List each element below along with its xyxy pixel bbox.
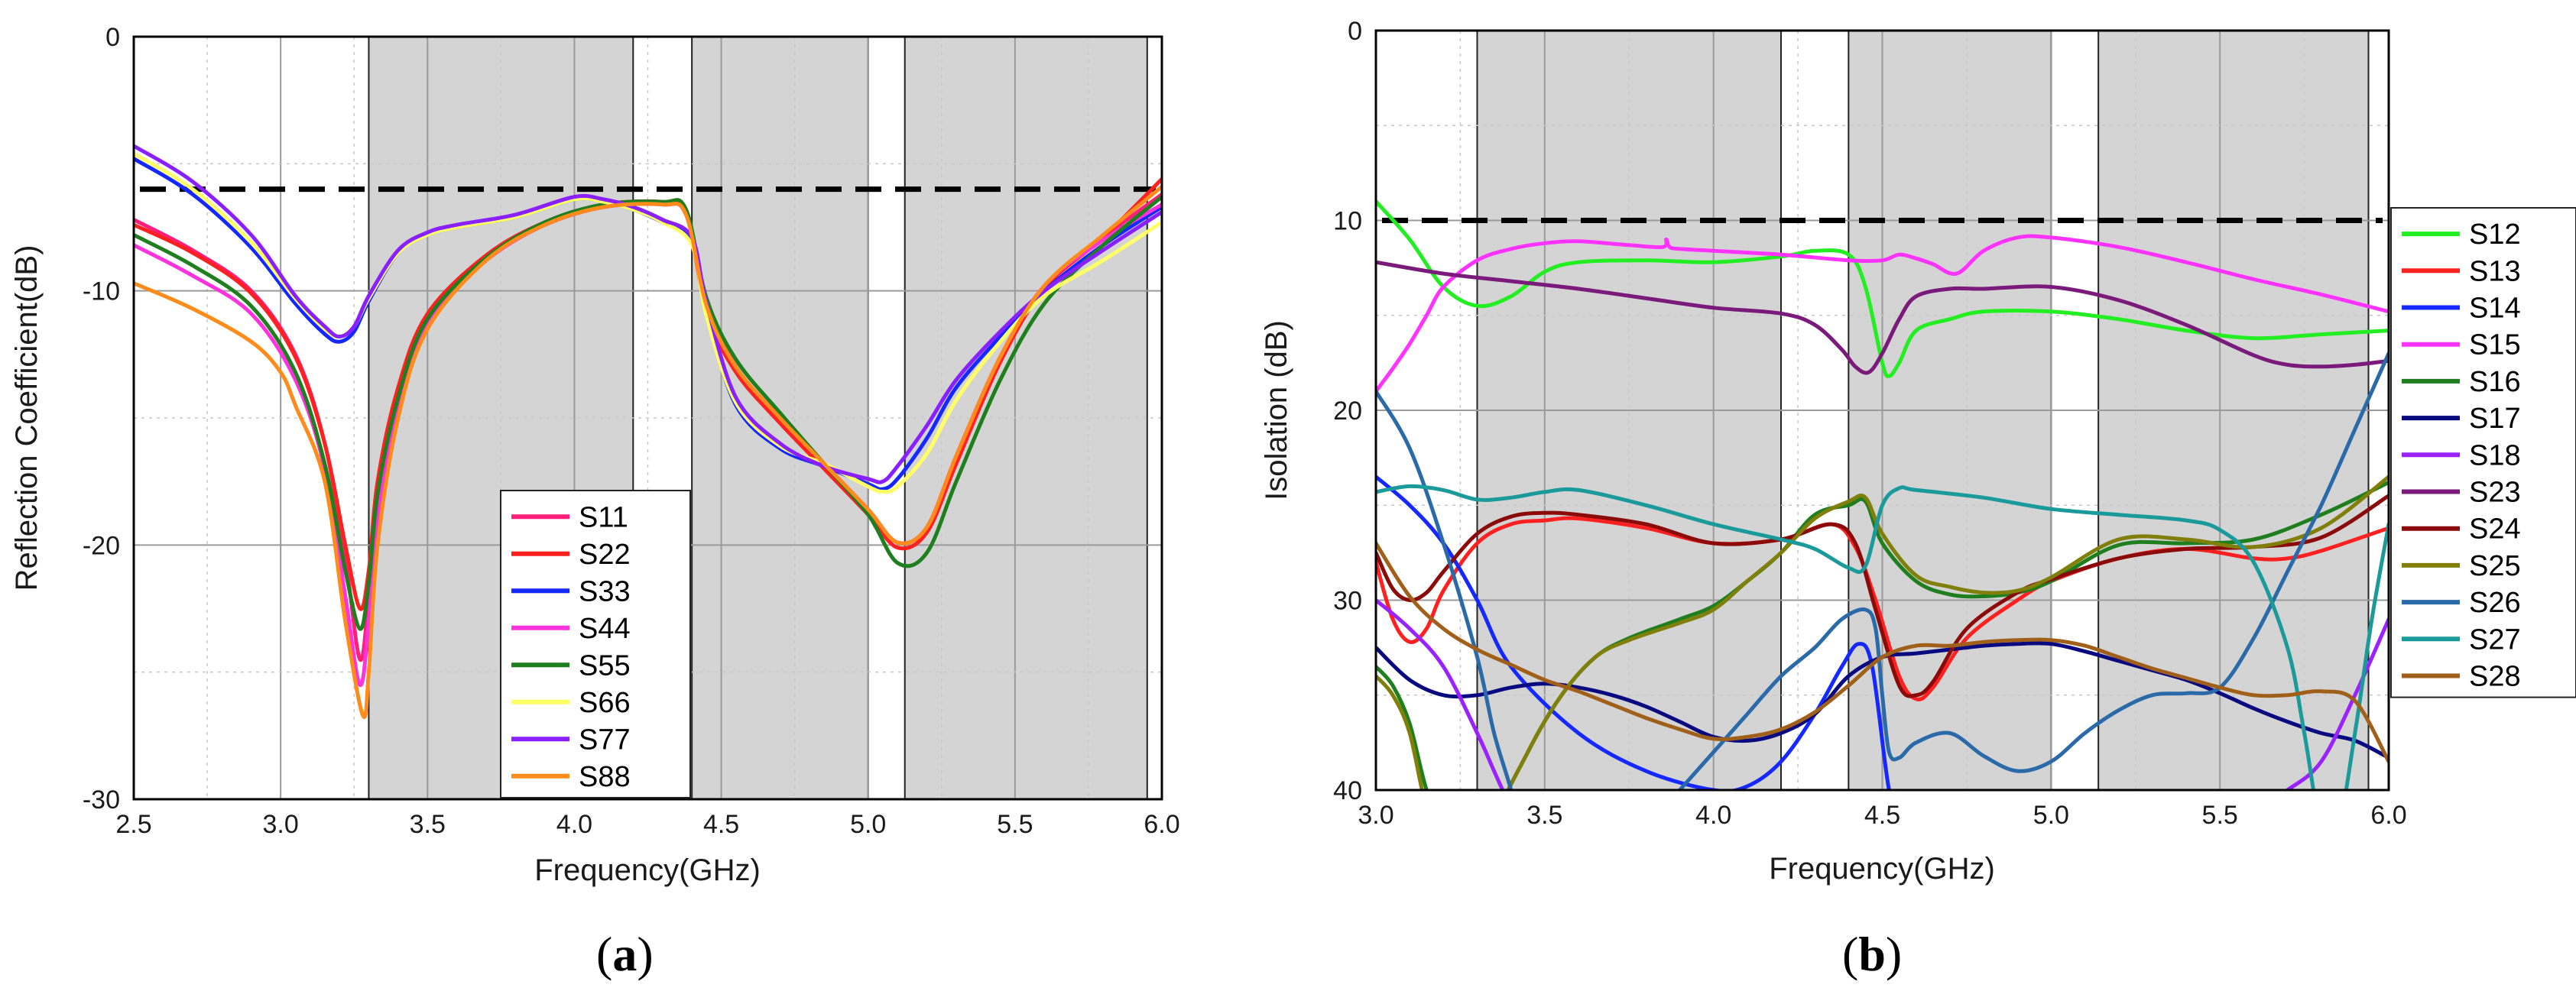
- y-tick-label: 20: [1333, 397, 1362, 426]
- chart-a-plot-frame: [132, 35, 1163, 801]
- chart-a-legend-box: [500, 490, 691, 798]
- y-tick-label: 10: [1333, 207, 1362, 236]
- legend-label-s24: S24: [2469, 513, 2521, 546]
- chart-a-ylabel: Reflection Coefficient(dB): [10, 245, 44, 591]
- chart-a-xlabel: Frequency(GHz): [534, 853, 761, 887]
- chart-a-series-lines: [134, 144, 1162, 719]
- x-tick-label: 6.0: [2370, 801, 2406, 830]
- x-tick-label: 5.5: [2202, 801, 2238, 830]
- x-tick-label: 3.0: [263, 810, 299, 839]
- chart-a-grid: [134, 37, 1162, 799]
- legend-label-s25: S25: [2469, 550, 2521, 582]
- x-tick-label: 5.0: [850, 810, 886, 839]
- x-tick-label: 6.0: [1144, 810, 1179, 839]
- series-line-s24: [1376, 494, 2389, 698]
- legend-label-s66: S66: [579, 687, 631, 719]
- x-tick-label: 5.0: [2033, 801, 2069, 830]
- chart-b-ylabel: Isolation (dB): [1260, 320, 1293, 500]
- legend-label-s26: S26: [2469, 587, 2521, 619]
- y-tick-label: 0: [105, 23, 120, 52]
- x-tick-label: 4.5: [703, 810, 739, 839]
- series-line-s26: [1376, 351, 2389, 790]
- legend-label-s18: S18: [2469, 439, 2521, 471]
- x-tick-label: 4.0: [1695, 801, 1731, 830]
- y-tick-label: -10: [83, 277, 120, 306]
- legend-label-s28: S28: [2469, 661, 2521, 693]
- x-tick-label: 4.5: [1864, 801, 1900, 830]
- series-line-s18b: [2283, 617, 2389, 790]
- series-line-s14: [1376, 474, 1891, 790]
- series-line-s25: [1376, 474, 2389, 790]
- chart-b: 3.0 3.5 4.0 4.5 5.0 5.5 6.0 0 10 20 30 40 Frequency…: [1260, 17, 2576, 981]
- series-line-s15: [1376, 234, 2389, 393]
- x-tick-label: 5.5: [997, 810, 1033, 839]
- legend-label-s13: S13: [2469, 255, 2521, 287]
- chart-b-series-lines: [1376, 199, 2389, 790]
- x-tick-label: 3.0: [1358, 801, 1393, 830]
- legend-label-s12: S12: [2469, 219, 2521, 251]
- series-line-s28: [1376, 541, 2389, 764]
- x-tick-label: 2.5: [115, 810, 151, 839]
- chart-a-panel-letter: a: [612, 927, 637, 981]
- chart-b-plot-frame: [1374, 29, 2390, 792]
- legend-label-s22: S22: [579, 539, 631, 571]
- y-tick-label: -30: [83, 785, 120, 814]
- legend-label-s14: S14: [2469, 293, 2521, 325]
- chart-b-tick-labels: 3.0 3.5 4.0 4.5 5.0 5.5 6.0 0 10 20 30 40: [1333, 17, 2406, 830]
- legend-label-s44: S44: [579, 613, 631, 645]
- legend-label-s77: S77: [579, 724, 631, 756]
- legend-label-s88: S88: [579, 761, 631, 793]
- chart-b-legend: S12 S13 S14 S15 S16 S17 S18 S23 S24 S25 S26 S27 S28: [2390, 207, 2576, 698]
- series-line-s23: [1376, 260, 2389, 375]
- legend-label-s23: S23: [2469, 477, 2521, 509]
- chart-a-legend: S11 S22 S33 S44 S55 S66 S77 S88: [500, 490, 691, 798]
- y-tick-label: 30: [1333, 587, 1362, 616]
- x-tick-label: 3.5: [410, 810, 446, 839]
- chart-a: 2.5 3.0 3.5 4.0 4.5 5.0 5.5 6.0 0 -10 -20 -30 Frequ…: [10, 23, 1180, 981]
- chart-a-panel-label: (a): [596, 927, 654, 981]
- legend-label-s11: S11: [579, 501, 628, 533]
- y-tick-label: 0: [1348, 17, 1362, 46]
- chart-b-xlabel: Frequency(GHz): [1769, 852, 1995, 886]
- legend-label-s27: S27: [2469, 623, 2521, 656]
- series-line-s77: [134, 144, 1162, 484]
- x-tick-label: 4.0: [556, 810, 592, 839]
- chart-a-tick-labels: 2.5 3.0 3.5 4.0 4.5 5.0 5.5 6.0 0 -10 -20 -30: [83, 23, 1180, 839]
- chart-b-panel-letter: b: [1858, 927, 1886, 981]
- chart-a-shaded-band: [904, 36, 1148, 800]
- series-line-s27: [1376, 484, 2389, 790]
- legend-label-s15: S15: [2469, 329, 2521, 361]
- legend-label-s55: S55: [579, 649, 631, 682]
- series-line-s18: [1376, 598, 1505, 790]
- x-tick-label: 3.5: [1526, 801, 1562, 830]
- legend-label-s17: S17: [2469, 403, 2521, 435]
- legend-label-s33: S33: [579, 575, 631, 607]
- series-line-s88: [134, 184, 1162, 719]
- legend-label-s16: S16: [2469, 366, 2521, 398]
- chart-b-panel-label: (b): [1842, 927, 1902, 981]
- series-line-s12: [1376, 199, 2389, 378]
- y-tick-label: 40: [1333, 776, 1362, 805]
- y-tick-label: -20: [83, 531, 120, 560]
